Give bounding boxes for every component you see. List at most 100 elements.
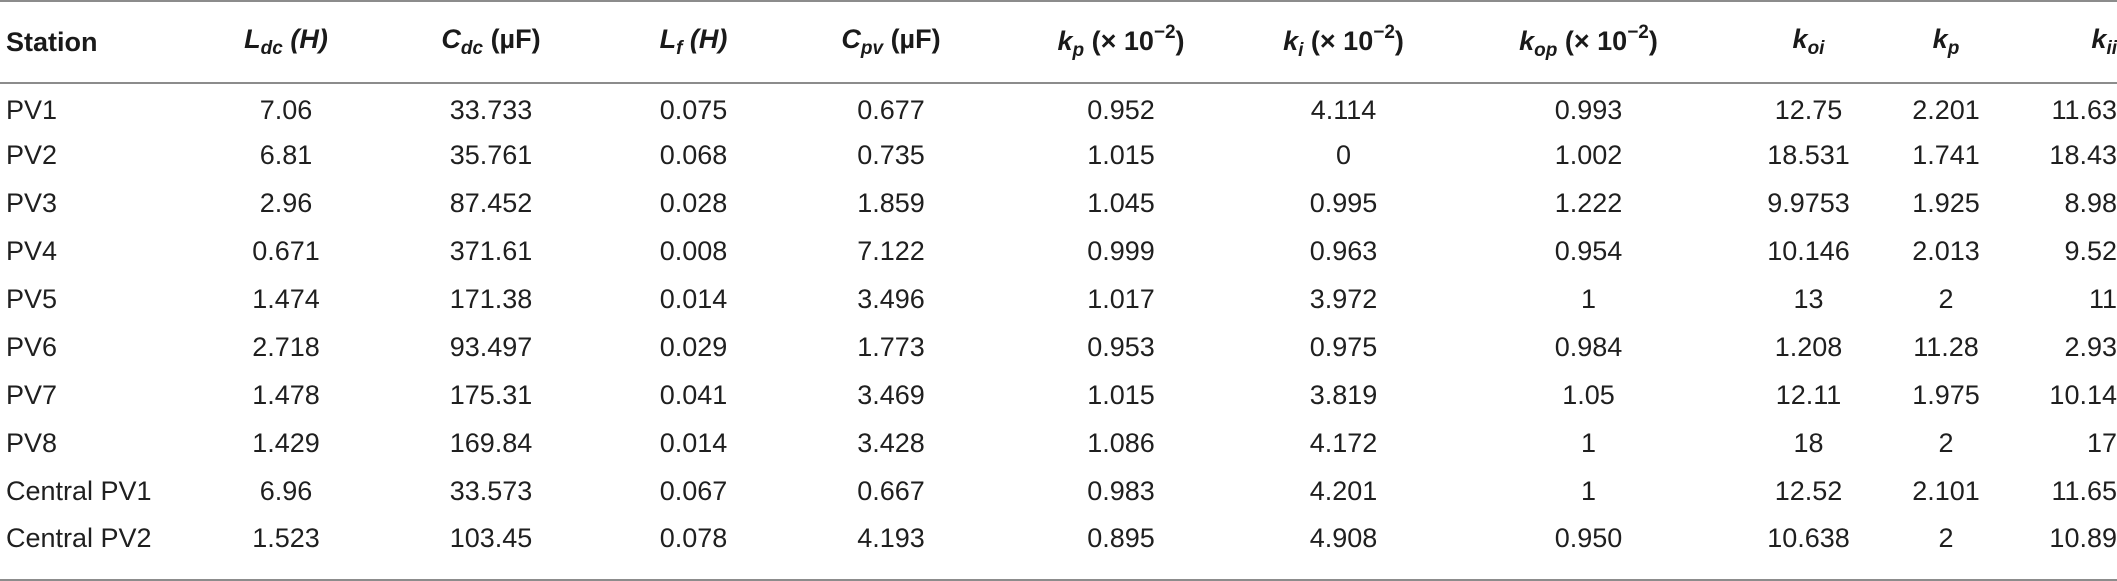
cell-lf: 0.041 — [659, 379, 728, 410]
cell-cdc: 175.31 — [449, 379, 533, 410]
cell-kp: 11.28 — [1913, 331, 1979, 362]
cell-ki-scaled: 0.975 — [1309, 331, 1378, 362]
cell-lf: 0.068 — [659, 139, 728, 170]
cell-ldc: 0.671 — [252, 235, 320, 266]
cell-kp-scaled: 1.015 — [1087, 139, 1155, 170]
cell-ki-scaled: 4.114 — [1310, 95, 1377, 125]
cell-kp-scaled: 0.983 — [1087, 475, 1155, 506]
cell-kop-scaled: 0.954 — [1554, 235, 1623, 266]
cell-station: PV7 — [6, 379, 58, 410]
cell-kop-scaled: 1.05 — [1562, 379, 1615, 410]
cell-station: PV5 — [6, 283, 58, 314]
cell-ldc: 2.96 — [259, 187, 313, 218]
cell-kii: 17 — [2086, 427, 2117, 458]
cell-ki-scaled: 0 — [1335, 139, 1352, 170]
cell-kop-scaled: 1 — [1580, 427, 1597, 458]
cell-cdc: 87.452 — [449, 187, 533, 218]
cell-kp-scaled: 1.086 — [1087, 427, 1155, 458]
cell-cdc: 103.45 — [371, 515, 611, 581]
header-station: Station — [0, 0, 201, 84]
table-row: Central PV1 6.96 33.573 0.067 0.667 0.98… — [0, 467, 2117, 515]
cell-cpv: 3.428 — [857, 427, 925, 458]
cell-cpv: 0.667 — [857, 475, 925, 506]
cell-cdc: 169.84 — [449, 427, 533, 458]
cell-kp: 2.201 — [1912, 95, 1980, 125]
cell-kp-scaled: 1.045 — [1087, 187, 1155, 218]
header-kp-scaled: kp (× 10−2) — [1006, 0, 1236, 84]
cell-ki-scaled: 3.972 — [1309, 283, 1378, 314]
cell-koi: 13 — [1793, 283, 1824, 314]
cell-kii: 10.14 — [2049, 379, 2117, 410]
cell-ki-scaled: 4.172 — [1309, 427, 1378, 458]
table-row: Central PV2 1.523 103.45 0.078 4.193 0.8… — [0, 515, 2117, 581]
cell-kp-scaled: 1.015 — [1087, 379, 1155, 410]
cell-cpv: 4.193 — [776, 515, 1006, 581]
table-row: PV2 6.81 35.761 0.068 0.735 1.015 0 1.00… — [0, 131, 2117, 179]
cell-lf: 0.014 — [659, 283, 728, 314]
cell-cdc: 171.38 — [449, 283, 533, 314]
cell-kp: 2 — [1938, 427, 1954, 458]
header-ki-scaled: ki (× 10−2) — [1236, 0, 1451, 84]
cell-kii: 2.93 — [2064, 331, 2117, 362]
cell-kp: 1.741 — [1912, 139, 1980, 170]
table-row: PV1 7.06 33.733 0.075 0.677 0.952 4.114 … — [0, 83, 2117, 131]
cell-lf: 0.067 — [659, 475, 728, 506]
cell-kii: 10.89 — [2001, 515, 2117, 581]
cell-kii: 8.98 — [2064, 187, 2117, 218]
header-kii: kii — [2001, 0, 2117, 84]
cell-kp: 2.013 — [1912, 235, 1980, 266]
header-row: Station Ldc (H) Cdc (µF) Lf (H) Cpv (µF)… — [0, 0, 2117, 84]
header-cpv: Cpv (µF) — [776, 0, 1006, 84]
cell-lf: 0.008 — [659, 235, 728, 266]
cell-lf: 0.075 — [659, 95, 728, 125]
cell-ki-scaled: 0.995 — [1309, 187, 1378, 218]
cell-koi: 18.531 — [1767, 139, 1850, 170]
cell-kp-scaled: 1.017 — [1087, 283, 1155, 314]
cell-cdc: 33.573 — [449, 475, 533, 506]
cell-koi: 10.146 — [1767, 235, 1850, 266]
table-row: PV7 1.478 175.31 0.041 3.469 1.015 3.819… — [0, 371, 2117, 419]
cell-kp: 2 — [1938, 283, 1954, 314]
header-lf: Lf (H) — [611, 0, 776, 84]
cell-kii: 11.65 — [2051, 475, 2117, 506]
table-body: PV1 7.06 33.733 0.075 0.677 0.952 4.114 … — [0, 83, 2117, 581]
cell-kp-scaled: 0.895 — [1006, 515, 1236, 581]
header-cdc: Cdc (µF) — [371, 0, 611, 84]
cell-cpv: 0.677 — [857, 95, 925, 125]
cell-kii: 11 — [2088, 283, 2117, 314]
cell-kop-scaled: 0.984 — [1554, 331, 1623, 362]
cell-kp-scaled: 0.953 — [1087, 331, 1155, 362]
cell-kp-scaled: 0.952 — [1087, 95, 1155, 125]
header-kp: kp — [1891, 0, 2001, 84]
cell-ki-scaled: 4.908 — [1236, 515, 1451, 581]
cell-koi: 18 — [1793, 427, 1824, 458]
cell-kop-scaled: 0.993 — [1554, 95, 1623, 125]
cell-station: PV4 — [6, 235, 58, 266]
table-row: PV5 1.474 171.38 0.014 3.496 1.017 3.972… — [0, 275, 2117, 323]
cell-kop-scaled: 1.002 — [1554, 139, 1623, 170]
cell-station: PV6 — [6, 331, 58, 362]
cell-ldc: 1.429 — [252, 427, 320, 458]
cell-kii: 9.52 — [2064, 235, 2117, 266]
cell-cpv: 3.496 — [857, 283, 925, 314]
header-ldc: Ldc (H) — [201, 0, 371, 84]
cell-kop-scaled: 1 — [1580, 283, 1597, 314]
cell-ki-scaled: 3.819 — [1309, 379, 1378, 410]
cell-koi: 9.9753 — [1767, 187, 1850, 218]
cell-kp: 2 — [1891, 515, 2001, 581]
cell-station: PV1 — [6, 95, 58, 125]
header-kop-scaled: kop (× 10−2) — [1451, 0, 1726, 84]
cell-cpv: 1.859 — [857, 187, 925, 218]
cell-kp-scaled: 0.999 — [1087, 235, 1155, 266]
cell-kop-scaled: 1 — [1580, 475, 1597, 506]
cell-cdc: 35.761 — [449, 139, 533, 170]
cell-station: Central PV2 — [0, 515, 201, 581]
cell-ldc: 1.478 — [252, 379, 320, 410]
cell-ldc: 2.718 — [252, 331, 320, 362]
cell-kop-scaled: 1.222 — [1554, 187, 1623, 218]
cell-station: Central PV1 — [6, 475, 152, 506]
table-row: PV6 2.718 93.497 0.029 1.773 0.953 0.975… — [0, 323, 2117, 371]
cell-station: PV3 — [6, 187, 58, 218]
cell-cpv: 1.773 — [857, 331, 925, 362]
